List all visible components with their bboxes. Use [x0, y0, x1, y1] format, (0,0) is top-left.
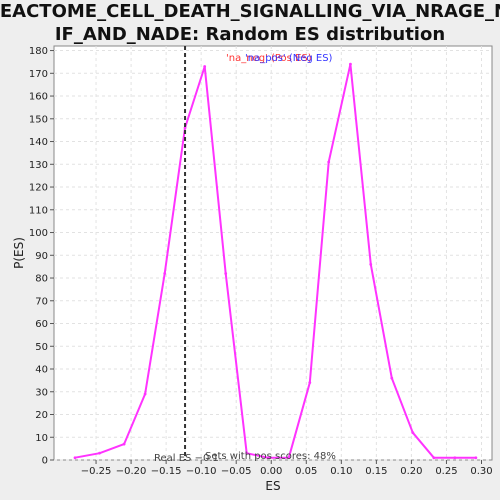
- y-axis-ticks: 0 10 20 30 40 50 60 70 80 90 100 110 120 130 140 150 160…: [29, 46, 54, 467]
- y-tick-label: 100: [29, 228, 48, 239]
- data-point: [453, 456, 457, 460]
- y-tick-label: 110: [29, 205, 48, 216]
- data-point: [369, 262, 373, 266]
- data-point: [474, 456, 478, 460]
- y-tick-label: 40: [35, 365, 48, 376]
- x-axis-label: ES: [265, 479, 280, 493]
- data-point: [390, 376, 394, 380]
- data-point: [327, 160, 331, 164]
- y-tick-label: 60: [35, 319, 48, 330]
- chart-title: REACTOME_CELL_DEATH_SIGNALLING_VIA_NRAGE…: [0, 0, 500, 46]
- x-tick-label: 0.15: [365, 466, 387, 477]
- legend-na-pos: 'na_pos' (Neg ES): [245, 53, 333, 64]
- real-es-label: Real ES −0.1: [154, 453, 219, 464]
- x-tick-label: 0.25: [435, 466, 457, 477]
- x-tick-label: 0.05: [295, 466, 317, 477]
- y-tick-label: 160: [29, 92, 48, 103]
- y-tick-label: 30: [35, 387, 48, 398]
- data-point: [224, 272, 228, 275]
- y-tick-label: 120: [29, 183, 48, 194]
- x-axis-ticks: −0.25 −0.20 −0.15 −0.10 −0.05 0.00 0.05 0.10 0.1…: [81, 460, 493, 477]
- data-point: [143, 392, 147, 396]
- data-point: [73, 456, 77, 460]
- data-point: [308, 381, 312, 385]
- data-point: [183, 126, 187, 130]
- data-point: [203, 65, 207, 68]
- y-tick-label: 50: [35, 342, 48, 353]
- grid: [54, 46, 492, 461]
- y-tick-label: 90: [35, 251, 48, 262]
- x-tick-label: −0.25: [81, 466, 112, 477]
- series-group: [73, 62, 478, 460]
- legend-na-neg: 'na_neg' (Pos ES): [226, 53, 312, 64]
- data-point: [349, 62, 352, 66]
- x-tick-label: −0.20: [116, 466, 147, 477]
- y-tick-label: 10: [35, 433, 48, 444]
- x-tick-label: 0.10: [330, 466, 352, 477]
- chart-title-line2: IF_AND_NADE: Random ES distribution: [54, 24, 446, 45]
- y-tick-label: 150: [29, 114, 48, 125]
- y-axis-label: P(ES): [12, 237, 26, 269]
- y-tick-label: 20: [35, 410, 48, 421]
- x-tick-label: −0.10: [186, 466, 217, 477]
- data-point: [163, 272, 167, 275]
- data-point: [122, 442, 126, 446]
- y-tick-label: 130: [29, 160, 48, 171]
- x-tick-label: 0.20: [400, 466, 422, 477]
- data-point: [432, 456, 436, 460]
- data-point: [245, 451, 249, 455]
- data-point: [98, 451, 101, 455]
- x-tick-label: 0.30: [470, 466, 492, 477]
- y-tick-label: 70: [35, 296, 48, 307]
- pos-scores-annotation: Sets with pos scores: 48%: [205, 451, 336, 462]
- y-tick-label: 140: [29, 137, 48, 148]
- y-tick-label: 180: [29, 46, 48, 57]
- data-point: [411, 431, 415, 435]
- x-tick-label: 0.00: [260, 466, 282, 477]
- data-point: [266, 456, 270, 460]
- data-point: [287, 456, 291, 460]
- chart-title-line1: REACTOME_CELL_DEATH_SIGNALLING_VIA_NRAGE…: [0, 1, 500, 22]
- series-line: [74, 63, 476, 459]
- y-tick-label: 170: [29, 69, 48, 80]
- plot-area: [53, 45, 493, 461]
- y-tick-label: 0: [42, 456, 48, 467]
- x-tick-label: −0.15: [151, 466, 182, 477]
- y-tick-label: 80: [35, 274, 48, 285]
- x-tick-label: −0.05: [221, 466, 252, 477]
